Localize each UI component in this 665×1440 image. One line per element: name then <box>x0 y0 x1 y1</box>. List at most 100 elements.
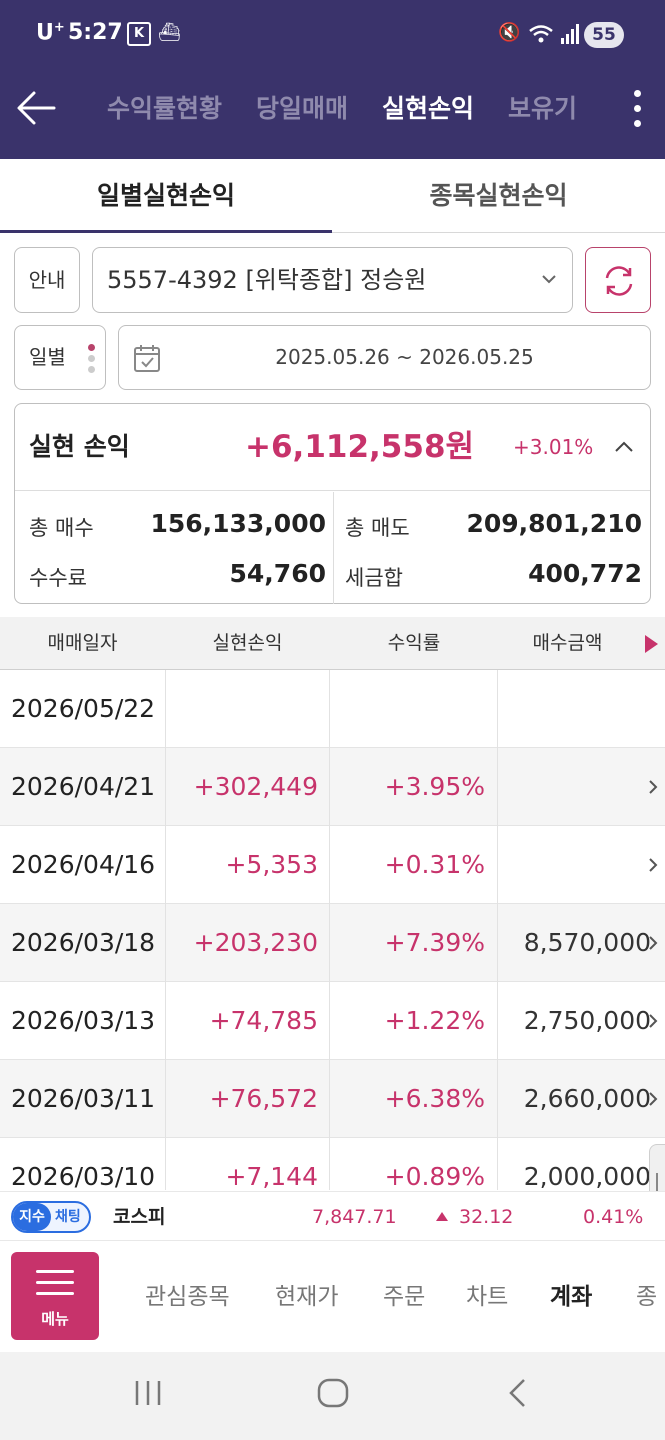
row-buy: 2,660,000 <box>523 1084 651 1113</box>
chevron-down-icon <box>542 275 556 284</box>
guide-button[interactable]: 안내 <box>14 247 80 313</box>
recent-apps-icon[interactable] <box>133 1378 163 1408</box>
col-trade-date: 매매일자 <box>47 632 118 654</box>
summary-header[interactable]: 실현 손익 +6,112,558원 +3.01% <box>15 404 650 491</box>
summary-value: +6,112,558원 <box>245 429 475 465</box>
table-row[interactable]: 2026/04/21 +302,449 +3.95% <box>0 748 665 826</box>
kebab-menu-icon[interactable] <box>626 86 648 130</box>
row-buy: 8,570,000 <box>523 928 651 957</box>
table-row[interactable]: 2026/05/22 <box>0 670 665 748</box>
fee-value: 54,760 <box>229 559 326 588</box>
row-pl: +5,353 <box>225 850 318 879</box>
col-buy-amount: 매수금액 <box>532 632 603 654</box>
nav-more[interactable]: 종 <box>636 1284 658 1310</box>
refresh-icon <box>605 266 633 296</box>
index-pill-label: 지수 <box>13 1203 51 1231</box>
row-date: 2026/04/21 <box>11 772 156 801</box>
back-arrow-icon[interactable] <box>14 86 58 130</box>
index-name: 코스피 <box>113 1206 166 1228</box>
menu-label: 메뉴 <box>41 1310 69 1328</box>
total-buy-value: 156,133,000 <box>150 509 326 538</box>
home-icon[interactable] <box>317 1378 349 1408</box>
col-realized-pl: 실현손익 <box>212 632 283 654</box>
row-date: 2026/04/16 <box>11 850 156 879</box>
status-bar: U+ 5:27 K ⛴ 🔇 55 <box>0 0 665 70</box>
table-row[interactable]: 2026/04/16 +5,353 +0.31% <box>0 826 665 904</box>
date-range-picker[interactable]: 2025.05.26 ~ 2026.05.25 <box>118 325 651 390</box>
row-date: 2026/03/13 <box>11 1006 156 1035</box>
row-pl: +7,144 <box>225 1162 318 1190</box>
index-ticker[interactable]: 지수 채팅 코스피 7,847.71 32.12 0.41% <box>0 1191 665 1241</box>
tab-realized-pl[interactable]: 실현손익 <box>382 94 475 123</box>
period-toggle-dots <box>88 344 96 377</box>
row-rate: +1.22% <box>384 1006 485 1035</box>
boat-icon: ⛴ <box>158 22 181 43</box>
nav-watchlist[interactable]: 관심종목 <box>145 1284 230 1310</box>
index-chat-toggle[interactable]: 지수 채팅 <box>11 1201 91 1233</box>
mute-icon: 🔇 <box>498 22 521 43</box>
row-pl: +76,572 <box>209 1084 318 1113</box>
chat-pill-label: 채팅 <box>55 1209 81 1225</box>
total-buy-label: 총 매수 <box>29 516 94 540</box>
chevron-right-icon[interactable] <box>647 1012 659 1030</box>
row-date: 2026/03/11 <box>11 1084 156 1113</box>
table-row[interactable]: 2026/03/13 +74,785 +1.22% 2,750,000 <box>0 982 665 1060</box>
row-pl: +203,230 <box>193 928 318 957</box>
battery-indicator: 55 <box>584 22 624 48</box>
row-rate: +0.31% <box>384 850 485 879</box>
row-rate: +3.95% <box>384 772 485 801</box>
calendar-icon <box>134 345 160 372</box>
row-rate: +6.38% <box>384 1084 485 1113</box>
app-header: U+ 5:27 K ⛴ 🔇 55 수익률현황 당일매매 실현손익 보유기 <box>0 0 665 159</box>
nav-chart[interactable]: 차트 <box>466 1284 509 1310</box>
tab-return-status[interactable]: 수익률현황 <box>107 94 223 123</box>
row-pl: +302,449 <box>193 772 318 801</box>
hamburger-icon <box>36 1270 74 1303</box>
period-select[interactable]: 일별 <box>14 325 106 390</box>
summary-details: 총 매수 156,133,000 총 매도 209,801,210 수수료 54… <box>15 492 650 604</box>
index-percent: 0.41% <box>583 1206 644 1228</box>
system-nav-bar <box>0 1352 665 1440</box>
summary-label: 실현 손익 <box>29 432 130 461</box>
table-body[interactable]: 2026/05/22 2026/04/21 +302,449 +3.95% 20… <box>0 670 665 1190</box>
tab-stock-realized[interactable]: 종목실현손익 <box>429 181 568 210</box>
date-range-text: 2025.05.26 ~ 2026.05.25 <box>275 345 534 369</box>
row-buy: 2,000,000 <box>523 1162 651 1190</box>
chevron-right-icon[interactable] <box>647 934 659 952</box>
table-row[interactable]: 2026/03/10 +7,144 +0.89% 2,000,000 <box>0 1138 665 1190</box>
total-sell-value: 209,801,210 <box>466 509 642 538</box>
row-date: 2026/03/18 <box>11 928 156 957</box>
table-row[interactable]: 2026/03/18 +203,230 +7.39% 8,570,000 <box>0 904 665 982</box>
chevron-right-icon[interactable] <box>647 856 659 874</box>
wifi-icon <box>529 25 553 43</box>
tab-daily-realized[interactable]: 일별실현손익 <box>0 159 332 233</box>
row-buy: 2,750,000 <box>523 1006 651 1035</box>
account-select[interactable]: 5557-4392 [위탁종합] 정승원 <box>92 247 573 313</box>
back-nav-icon[interactable] <box>506 1378 530 1408</box>
header-tabs: 수익률현황 당일매매 실현손익 보유기 <box>90 84 594 134</box>
scroll-right-icon[interactable] <box>645 635 658 653</box>
chevron-right-icon[interactable] <box>647 778 659 796</box>
tab-today-trading[interactable]: 당일매매 <box>256 94 349 123</box>
nav-current-price[interactable]: 현재가 <box>275 1284 339 1310</box>
menu-button[interactable]: 메뉴 <box>11 1252 99 1340</box>
refresh-button[interactable] <box>585 247 651 313</box>
tax-label: 세금합 <box>345 566 403 590</box>
fee-label: 수수료 <box>29 566 87 590</box>
table-row[interactable]: 2026/03/11 +76,572 +6.38% 2,660,000 <box>0 1060 665 1138</box>
chevron-up-icon[interactable] <box>613 436 635 458</box>
row-rate: +7.39% <box>384 928 485 957</box>
chevron-right-icon[interactable] <box>647 1090 659 1108</box>
row-date: 2026/03/10 <box>11 1162 156 1190</box>
col-return-rate: 수익률 <box>387 632 441 654</box>
up-triangle-icon <box>436 1212 448 1221</box>
status-time: 5:27 <box>68 20 123 45</box>
nav-order[interactable]: 주문 <box>383 1284 426 1310</box>
total-sell-label: 총 매도 <box>345 516 410 540</box>
account-label: 5557-4392 [위탁종합] 정승원 <box>107 266 427 294</box>
tab-holdings[interactable]: 보유기 <box>508 94 578 123</box>
table-header: 매매일자 실현손익 수익률 매수금액 <box>0 617 665 670</box>
row-rate: +0.89% <box>384 1162 485 1190</box>
tax-value: 400,772 <box>528 559 642 588</box>
nav-account[interactable]: 계좌 <box>550 1284 593 1310</box>
